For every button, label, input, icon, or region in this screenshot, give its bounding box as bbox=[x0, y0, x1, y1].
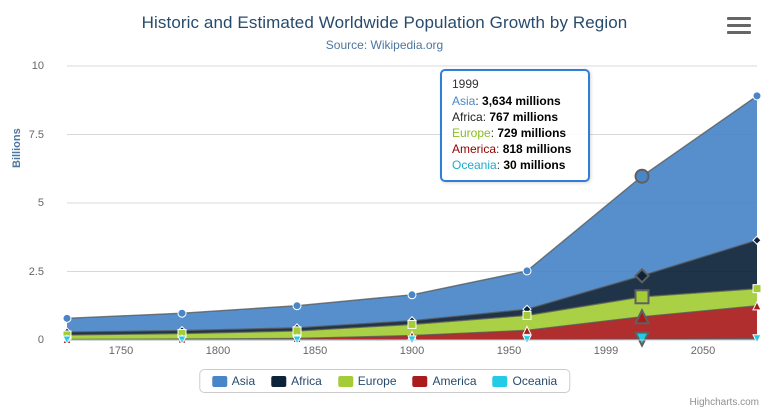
x-tick-label: 1999 bbox=[593, 345, 619, 357]
legend-item-asia[interactable]: Asia bbox=[211, 374, 256, 388]
x-tick-label: 1900 bbox=[399, 345, 425, 357]
tooltip-separator: : bbox=[490, 126, 498, 140]
marker-europe[interactable] bbox=[634, 289, 650, 305]
tooltip-header: 1999 bbox=[452, 77, 479, 91]
legend-swatch bbox=[492, 375, 508, 387]
marker-america[interactable] bbox=[633, 308, 651, 325]
marker-africa[interactable] bbox=[634, 267, 650, 284]
marker-oceania[interactable] bbox=[752, 334, 762, 344]
chart-legend: Asia Africa Europe America Oceania bbox=[198, 369, 571, 393]
tooltip-series-value: 3,634 millions bbox=[482, 94, 561, 108]
legend-label: Oceania bbox=[512, 374, 558, 388]
y-tick-label: 10 bbox=[31, 60, 44, 72]
legend-swatch bbox=[211, 375, 227, 387]
marker-asia[interactable] bbox=[522, 266, 532, 276]
tooltip-series-name: Africa bbox=[452, 110, 483, 124]
tooltip-series-name: Europe bbox=[452, 126, 491, 140]
menu-bar-1 bbox=[727, 17, 751, 20]
area-band-asia bbox=[67, 95, 757, 333]
legend-swatch bbox=[337, 375, 353, 387]
legend-label: Europe bbox=[357, 374, 397, 388]
marker-asia[interactable] bbox=[292, 301, 302, 311]
tooltip-series-value: 30 millions bbox=[503, 158, 566, 172]
legend-swatch bbox=[412, 375, 428, 387]
marker-europe[interactable] bbox=[407, 319, 417, 329]
credits-label: Highcharts.com bbox=[689, 397, 759, 408]
x-tick-label: 1850 bbox=[302, 345, 328, 357]
marker-asia[interactable] bbox=[177, 308, 187, 318]
legend-item-america[interactable]: America bbox=[412, 374, 477, 388]
tooltip-series-value: 729 millions bbox=[497, 126, 567, 140]
tooltip-row: America: 818 millions bbox=[452, 141, 578, 157]
marker-america[interactable] bbox=[752, 300, 762, 311]
area-band-america bbox=[67, 305, 757, 340]
tooltip-series-name: Asia bbox=[452, 94, 476, 108]
legend-item-africa[interactable]: Africa bbox=[271, 374, 322, 388]
tooltip-row: Oceania: 30 millions bbox=[452, 157, 578, 173]
tooltip-separator: : bbox=[475, 94, 483, 108]
hamburger-menu-icon[interactable] bbox=[727, 17, 751, 35]
tooltip-series-value: 818 millions bbox=[502, 142, 572, 156]
tooltip: 1999 Asia: 3,634 millions Africa: 767 mi… bbox=[440, 69, 590, 182]
marker-america[interactable] bbox=[522, 325, 532, 335]
marker-asia[interactable] bbox=[634, 168, 650, 184]
legend-label: America bbox=[432, 374, 477, 388]
marker-africa[interactable] bbox=[752, 235, 762, 245]
y-tick-label: 5 bbox=[37, 197, 44, 209]
tooltip-separator: : bbox=[496, 158, 504, 172]
x-tick-label: 2050 bbox=[690, 345, 716, 357]
marker-asia[interactable] bbox=[62, 313, 72, 323]
tooltip-separator: : bbox=[482, 110, 490, 124]
legend-swatch bbox=[271, 375, 287, 387]
tooltip-separator: : bbox=[496, 142, 503, 156]
chart-title: Historic and Estimated Worldwide Populat… bbox=[141, 13, 628, 32]
tooltip-series-name: Oceania bbox=[452, 158, 497, 172]
tooltip-row: Africa: 767 millions bbox=[452, 109, 578, 125]
chart-subtitle: Source: Wikipedia.org bbox=[325, 38, 444, 52]
marker-oceania[interactable] bbox=[633, 331, 651, 348]
tooltip-row: Asia: 3,634 millions bbox=[452, 93, 578, 109]
x-tick-label: 1950 bbox=[496, 345, 522, 357]
y-tick-label: 0 bbox=[37, 334, 44, 346]
x-tick-label: 1800 bbox=[205, 345, 231, 357]
legend-label: Asia bbox=[231, 374, 256, 388]
menu-bar-2 bbox=[727, 24, 751, 27]
legend-label: Africa bbox=[291, 374, 322, 388]
marker-europe[interactable] bbox=[752, 284, 762, 294]
tooltip-series-name: America bbox=[452, 142, 497, 156]
legend-item-oceania[interactable]: Oceania bbox=[492, 374, 558, 388]
menu-bar-3 bbox=[727, 31, 751, 34]
marker-asia[interactable] bbox=[752, 91, 762, 101]
marker-asia[interactable] bbox=[407, 290, 417, 300]
legend-item-europe[interactable]: Europe bbox=[337, 374, 397, 388]
area-band-africa bbox=[67, 240, 757, 335]
tooltip-row: Europe: 729 millions bbox=[452, 125, 578, 141]
y-tick-label: 2.5 bbox=[28, 265, 44, 278]
x-tick-label: 1750 bbox=[108, 345, 134, 357]
tooltip-series-value: 767 millions bbox=[489, 110, 559, 124]
marker-europe[interactable] bbox=[522, 310, 532, 320]
y-tick-label: 7.5 bbox=[28, 128, 44, 141]
